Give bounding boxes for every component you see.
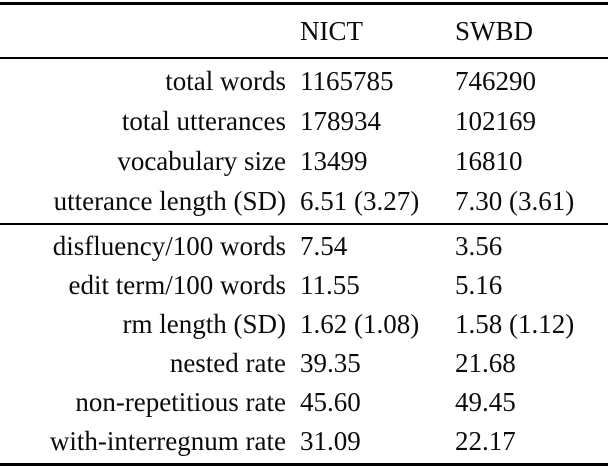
swbd-value: 7.30 (3.61) bbox=[455, 186, 575, 216]
nict-value: 7.54 bbox=[300, 231, 348, 261]
row-label: with-interregnum rate bbox=[49, 426, 286, 456]
swbd-value: 22.17 bbox=[455, 426, 516, 456]
swbd-value: 746290 bbox=[455, 66, 536, 96]
column-header-nict: NICT bbox=[300, 16, 363, 46]
nict-value: 1165785 bbox=[300, 66, 394, 96]
row-label: edit term/100 words bbox=[68, 270, 286, 300]
row-label: total words bbox=[165, 66, 286, 96]
swbd-value: 21.68 bbox=[455, 348, 516, 378]
table-row: total utterances 178934 102169 bbox=[0, 101, 608, 141]
table-header-row: NICT SWBD bbox=[0, 5, 608, 57]
table-row: rm length (SD) 1.62 (1.08) 1.58 (1.12) bbox=[0, 305, 608, 344]
swbd-value: 102169 bbox=[455, 106, 536, 136]
swbd-value: 5.16 bbox=[455, 270, 503, 300]
row-label: vocabulary size bbox=[117, 146, 286, 176]
nict-value: 31.09 bbox=[300, 426, 361, 456]
swbd-value: 3.56 bbox=[455, 231, 503, 261]
swbd-value: 16810 bbox=[455, 146, 523, 176]
row-label: total utterances bbox=[121, 106, 286, 136]
nict-value: 39.35 bbox=[300, 348, 361, 378]
table-row: disfluency/100 words 7.54 3.56 bbox=[0, 227, 608, 266]
table-row: utterance length (SD) 6.51 (3.27) 7.30 (… bbox=[0, 181, 608, 221]
table-row: with-interregnum rate 31.09 22.17 bbox=[0, 422, 608, 461]
table-section-corpus-stats: total words 1165785 746290 total utteran… bbox=[0, 57, 608, 223]
nict-value: 178934 bbox=[300, 106, 381, 136]
nict-value: 1.62 (1.08) bbox=[300, 309, 420, 339]
row-label: rm length (SD) bbox=[122, 309, 286, 339]
table-section-disfluency-stats: disfluency/100 words 7.54 3.56 edit term… bbox=[0, 223, 608, 463]
nict-value: 13499 bbox=[300, 146, 368, 176]
row-label: disfluency/100 words bbox=[52, 231, 286, 261]
table-row: total words 1165785 746290 bbox=[0, 61, 608, 101]
swbd-value: 1.58 (1.12) bbox=[455, 309, 575, 339]
table-row: nested rate 39.35 21.68 bbox=[0, 344, 608, 383]
row-label: non-repetitious rate bbox=[75, 387, 286, 417]
table-row: edit term/100 words 11.55 5.16 bbox=[0, 266, 608, 305]
nict-value: 6.51 (3.27) bbox=[300, 186, 420, 216]
column-header-swbd: SWBD bbox=[455, 16, 534, 46]
nict-value: 11.55 bbox=[300, 270, 360, 300]
table-row: vocabulary size 13499 16810 bbox=[0, 141, 608, 181]
swbd-value: 49.45 bbox=[455, 387, 516, 417]
table-row: non-repetitious rate 45.60 49.45 bbox=[0, 383, 608, 422]
row-label: utterance length (SD) bbox=[53, 186, 286, 216]
row-label: nested rate bbox=[169, 348, 286, 378]
nict-value: 45.60 bbox=[300, 387, 361, 417]
